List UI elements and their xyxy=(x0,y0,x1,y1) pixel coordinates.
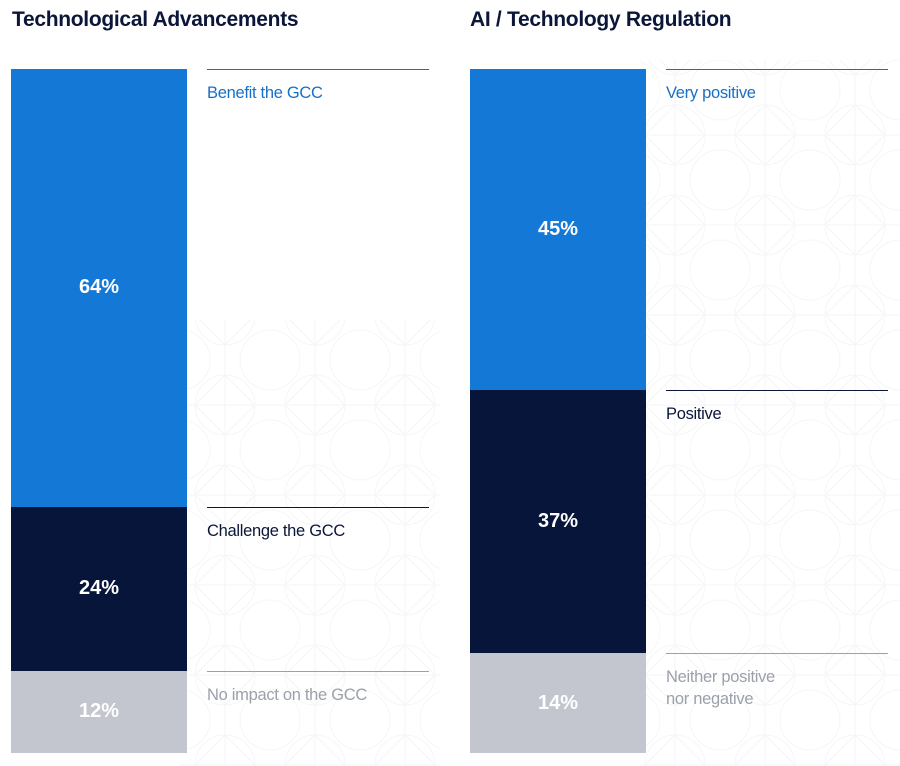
chart-title: Technological Advancements xyxy=(12,8,299,31)
value-label-very-positive: 45% xyxy=(537,217,579,240)
legend-rule xyxy=(207,506,429,508)
legend-rule xyxy=(207,69,429,70)
value-label-no-impact: 12% xyxy=(78,700,120,723)
value-label-challenge: 24% xyxy=(78,577,120,600)
legend-label-positive: Positive xyxy=(666,404,722,423)
legend-rule xyxy=(666,653,888,655)
bar-segment-very-positive: 45% xyxy=(470,69,646,390)
value-label-positive: 37% xyxy=(537,509,579,532)
value-label-neither: 14% xyxy=(537,691,579,714)
legend-rule xyxy=(666,389,888,391)
legend-rule xyxy=(666,69,888,70)
bar-segment-challenge: 24% xyxy=(11,506,187,671)
bar-segment-neither: 14% xyxy=(470,653,646,753)
chart-technological-advancements: Technological Advancements 64% 24% 12% B… xyxy=(0,0,440,766)
legend-label-neither: Neither positive nor negative xyxy=(666,668,775,709)
chart-title: AI / Technology Regulation xyxy=(470,8,732,31)
legend-label-no-impact: No impact on the GCC xyxy=(207,685,367,704)
bar-segment-no-impact: 12% xyxy=(11,670,187,753)
bar-segment-benefit: 64% xyxy=(11,69,187,507)
legend-label-benefit: Benefit the GCC xyxy=(207,84,323,102)
bar-segment-positive: 37% xyxy=(470,389,646,654)
legend-rule xyxy=(207,670,429,672)
value-label-benefit: 64% xyxy=(78,276,120,299)
stacked-bar: 64% 24% 12% xyxy=(11,69,187,753)
legend-label-very-positive: Very positive xyxy=(666,84,756,102)
legend-label-challenge: Challenge the GCC xyxy=(207,521,345,540)
stacked-bar: 45% 37% 14% xyxy=(470,69,646,753)
chart-ai-technology-regulation: AI / Technology Regulation 45% 37% 14% V… xyxy=(460,0,900,766)
